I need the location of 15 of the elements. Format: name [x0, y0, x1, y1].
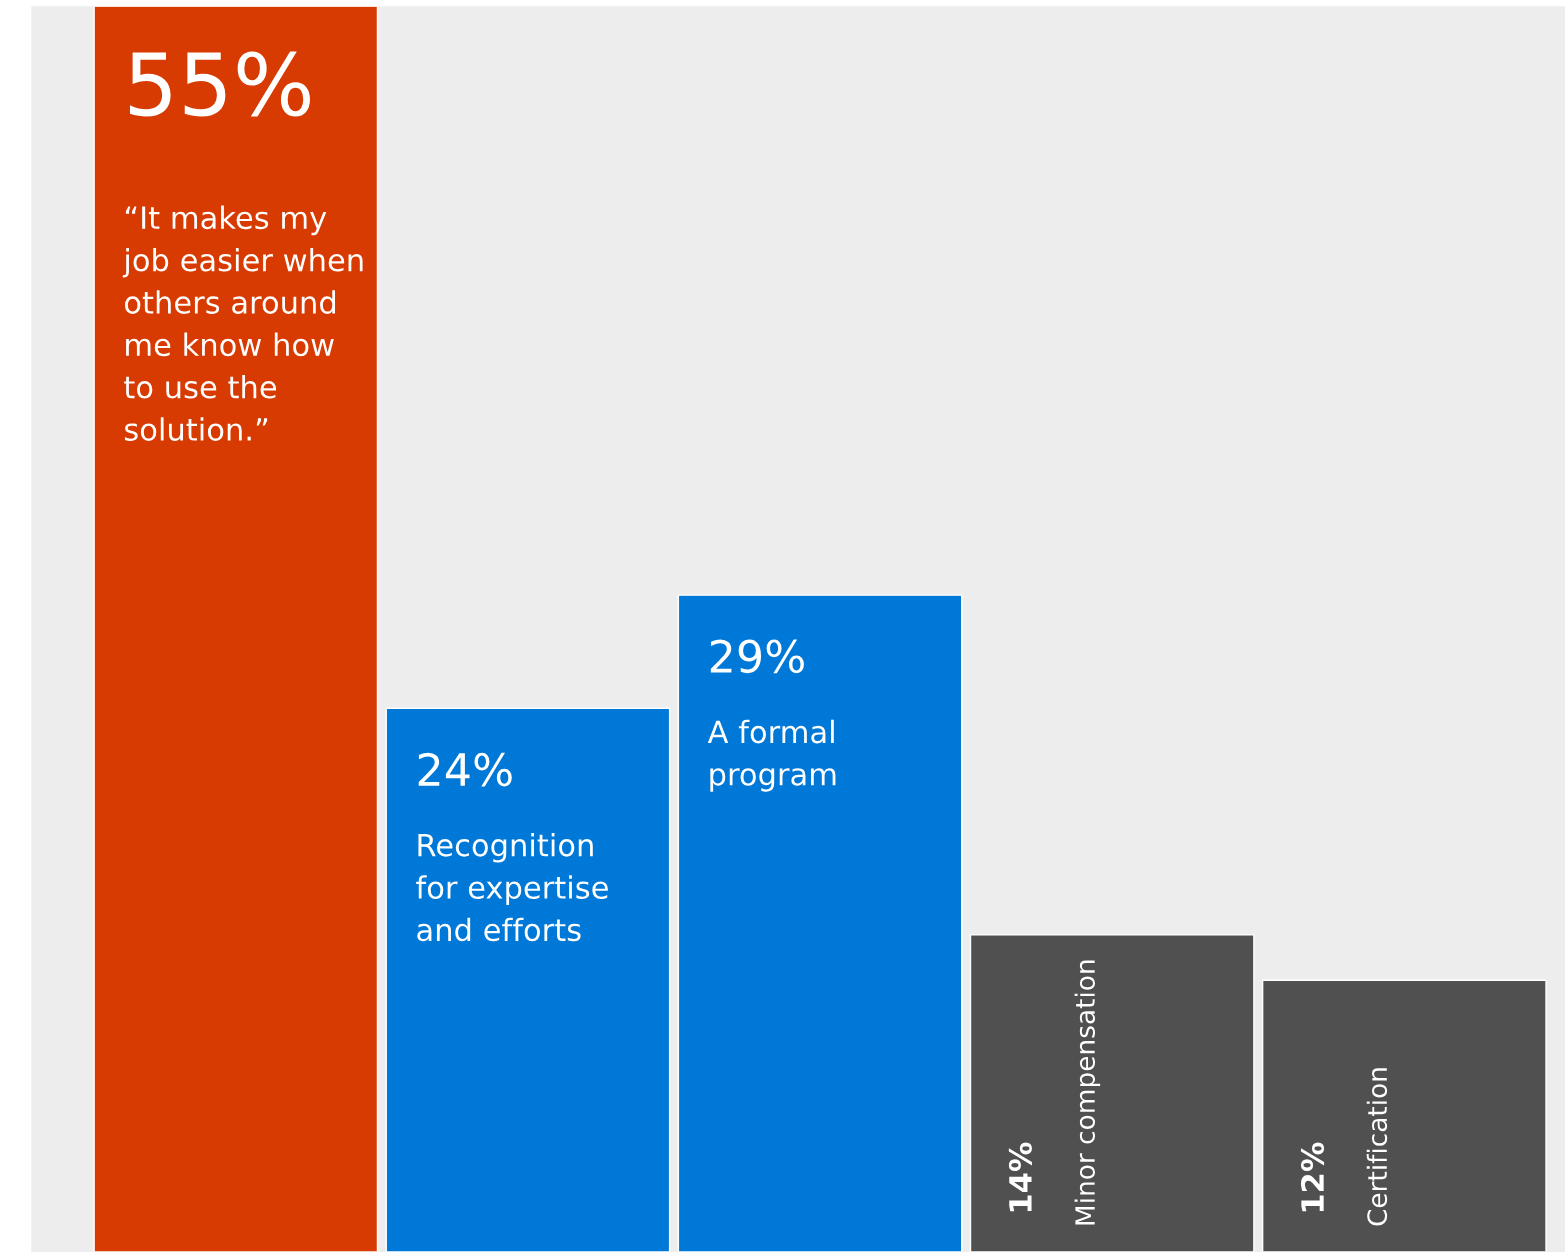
- x-tick-label: A formal program: [707, 719, 836, 792]
- data-label: 14%: [1008, 1142, 1032, 1212]
- data-label: 55%: [129, 51, 310, 117]
- bar: [969, 934, 1255, 1252]
- x-tick-label: Recognition for expertise and efforts: [416, 832, 608, 942]
- bar: [385, 707, 671, 1252]
- data-label: 24%: [418, 752, 512, 787]
- x-tick-label: Minor compensation: [1074, 960, 1101, 1225]
- x-tick-label: “It makes my job easier when others around me know how to use the solution.”: [122, 205, 363, 441]
- bar: [93, 6, 379, 1252]
- x-tick-label: Certification: [1366, 1068, 1388, 1226]
- data-label: 29%: [710, 639, 804, 674]
- bar: [677, 594, 963, 1252]
- bar: [1261, 979, 1547, 1252]
- data-label: 12%: [1300, 1142, 1325, 1212]
